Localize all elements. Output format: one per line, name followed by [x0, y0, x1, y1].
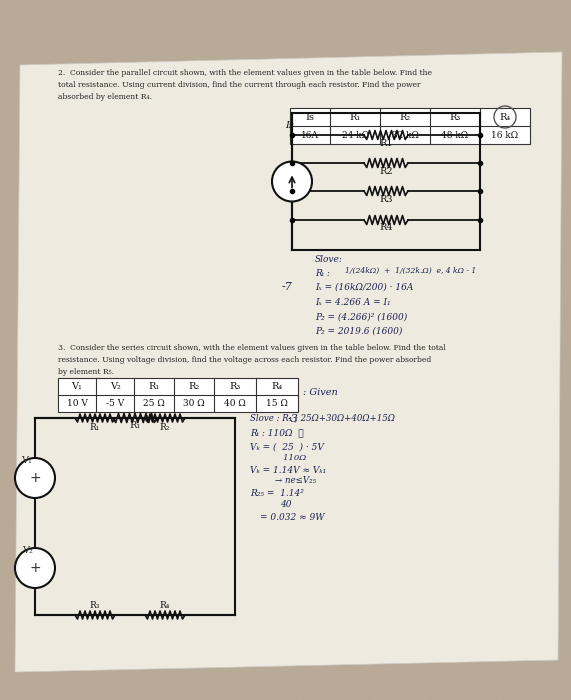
Text: 1/(24kΩ)  +  1/(32k.Ω)  e, 4 kΩ - 1: 1/(24kΩ) + 1/(32k.Ω) e, 4 kΩ - 1	[345, 267, 476, 275]
Circle shape	[272, 162, 312, 202]
Text: P₂ = (4.266)² (1600): P₂ = (4.266)² (1600)	[315, 313, 407, 322]
Text: Vₖ = 1.14V ≈ Vₖ₁: Vₖ = 1.14V ≈ Vₖ₁	[250, 466, 326, 475]
Text: 2.  Consider the parallel circuit shown, with the element values given in the ta: 2. Consider the parallel circuit shown, …	[58, 69, 432, 77]
Text: 16 kΩ: 16 kΩ	[492, 130, 518, 139]
Text: R₃: R₃	[449, 113, 461, 122]
Text: Is: Is	[286, 120, 295, 130]
Text: Rₜ : 110Ω  ✓: Rₜ : 110Ω ✓	[250, 428, 304, 437]
Polygon shape	[15, 52, 562, 672]
Text: 10 V: 10 V	[67, 399, 87, 408]
Text: 25 Ω: 25 Ω	[143, 399, 165, 408]
Text: P₂ = 2019.6 (1600): P₂ = 2019.6 (1600)	[315, 327, 403, 336]
Text: → ne≤V₂₅: → ne≤V₂₅	[275, 476, 316, 485]
Text: R₃: R₃	[90, 601, 100, 610]
Text: = 0.032 ≈ 9W: = 0.032 ≈ 9W	[260, 513, 324, 522]
Bar	[290, 108, 530, 144]
Text: R₁: R₁	[148, 382, 160, 391]
Text: Vₖ = (  25  ) · 5V: Vₖ = ( 25 ) · 5V	[250, 443, 324, 452]
Bar	[58, 378, 298, 412]
Text: R₂: R₂	[400, 113, 411, 122]
Text: 30 Ω: 30 Ω	[183, 399, 205, 408]
Text: V₂: V₂	[110, 382, 120, 391]
Text: -7: -7	[282, 282, 293, 292]
Text: +: +	[29, 471, 41, 485]
Text: 15 Ω: 15 Ω	[266, 399, 288, 408]
Text: R2: R2	[379, 167, 393, 176]
Text: Is: Is	[305, 113, 315, 122]
Text: Iₓ = 4.266 A = I₁: Iₓ = 4.266 A = I₁	[315, 298, 391, 307]
Text: Iₓ = (16kΩ/200) · 16A: Iₓ = (16kΩ/200) · 16A	[315, 283, 413, 292]
Text: 40 Ω: 40 Ω	[224, 399, 246, 408]
Text: Slove : R₁ ; 25Ω+30Ω+40Ω+15Ω: Slove : R₁ ; 25Ω+30Ω+40Ω+15Ω	[250, 413, 395, 422]
Text: R4: R4	[379, 223, 393, 232]
Text: R₄: R₄	[500, 113, 510, 122]
Text: V₁: V₁	[22, 456, 33, 465]
Text: R₁: R₁	[349, 113, 361, 122]
Text: 32 kΩ: 32 kΩ	[392, 130, 419, 139]
Text: R₃: R₃	[230, 382, 240, 391]
Text: V₁: V₁	[71, 382, 82, 391]
Text: 40: 40	[280, 500, 292, 509]
Text: R₁: R₁	[90, 423, 100, 431]
Text: R₄: R₄	[160, 601, 170, 610]
Text: R1: R1	[379, 139, 393, 148]
Text: V₂: V₂	[22, 546, 33, 555]
Text: +: +	[29, 561, 41, 575]
Text: total resistance. Using current division, find the current through each resistor: total resistance. Using current division…	[58, 81, 420, 89]
Text: R₁: R₁	[130, 421, 140, 430]
Text: Rₜ :: Rₜ :	[315, 269, 330, 278]
Text: 110Ω: 110Ω	[270, 454, 306, 462]
Text: 48 kΩ: 48 kΩ	[441, 130, 469, 139]
Text: Slove:: Slove:	[315, 255, 343, 264]
Text: 3.  Consider the series circuit shown, with the element values given in the tabl: 3. Consider the series circuit shown, wi…	[58, 344, 446, 352]
Text: : Given: : Given	[303, 388, 338, 397]
Text: R₂₅ =  1.14²: R₂₅ = 1.14²	[250, 489, 304, 498]
Text: resistance. Using voltage division, find the voltage across each resistor. Find : resistance. Using voltage division, find…	[58, 356, 431, 364]
Circle shape	[15, 548, 55, 588]
Text: R₂: R₂	[188, 382, 199, 391]
Text: -5 V: -5 V	[106, 399, 124, 408]
Text: R3: R3	[379, 195, 393, 204]
Text: 24 kΩ: 24 kΩ	[341, 130, 368, 139]
Text: -3: -3	[288, 414, 299, 424]
Text: absorbed by element R₄.: absorbed by element R₄.	[58, 93, 152, 101]
Text: R₄: R₄	[271, 382, 283, 391]
Text: by element R₅.: by element R₅.	[58, 368, 114, 376]
Text: 16A: 16A	[301, 130, 319, 139]
Circle shape	[15, 458, 55, 498]
Text: R₂: R₂	[160, 423, 170, 431]
